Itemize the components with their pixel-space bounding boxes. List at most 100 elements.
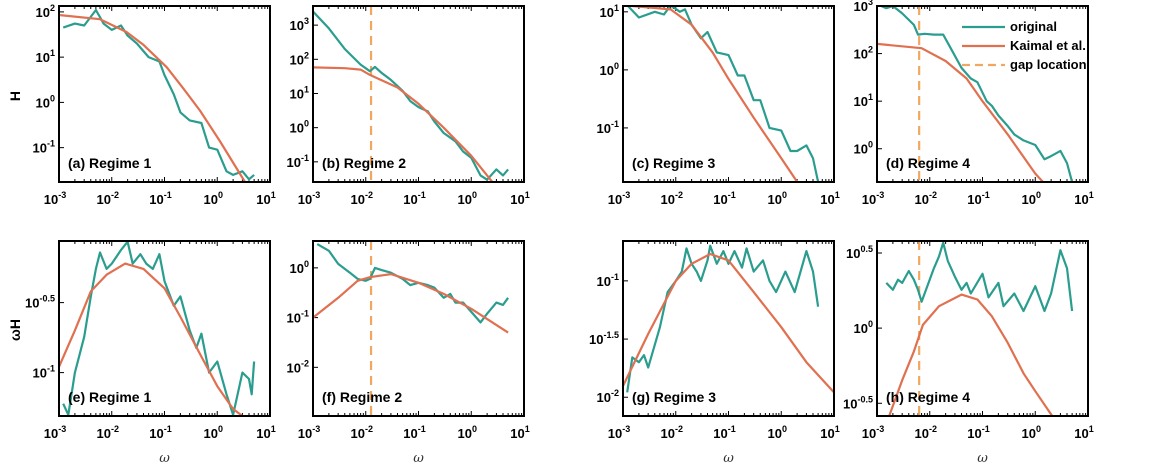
panel-h: 10-3 10-2 10-1 100 101 100.5 100 10-0.5 (h) Regi…: [843, 240, 1094, 466]
axes-frame: [622, 5, 835, 183]
y-tick-label: 101: [854, 92, 873, 109]
x-tick-label: 10-2: [915, 190, 937, 207]
panel-label: (g) Regime 3: [632, 389, 716, 405]
y-tick-label: 100: [36, 93, 55, 110]
panel-a: 10-3 10-2 10-1 100 101 102 101 100 10-1 (a) Regim…: [33, 3, 276, 207]
legend-label-gap: gap location: [1010, 57, 1087, 72]
x-tick-label: 10-2: [351, 424, 373, 441]
x-tick-label: 10-3: [608, 190, 630, 207]
x-tick-label: 100: [204, 190, 223, 207]
y-tick-label: 102: [290, 50, 309, 67]
x-tick-label: 10-2: [97, 190, 119, 207]
x-tick-label: 10-3: [44, 190, 66, 207]
axes-frame: [876, 5, 1089, 183]
x-axis-label: ω: [413, 451, 424, 466]
y-tick-label: 10-0.5: [25, 294, 55, 311]
panel-f: 10-3 10-2 10-1 100 101 100 10-1 10-2 (f) Regime …: [287, 240, 530, 466]
panel-label: (b) Regime 2: [322, 155, 406, 171]
y-tick-label: 101: [36, 48, 55, 65]
x-tick-label: 101: [820, 424, 839, 441]
panel-c: 10-3 10-2 10-1 100 101 101 100 10-1 (c) Regime 3: [597, 3, 840, 207]
axes-frame: [58, 240, 271, 417]
x-tick-label: 101: [256, 190, 275, 207]
y-tick-label: 10-0.5: [843, 394, 873, 411]
original-series-line: [62, 8, 255, 181]
x-tick-label: 10-2: [661, 190, 683, 207]
row2-ylabel: ωH: [7, 319, 23, 341]
legend-label-original: original: [1010, 19, 1057, 34]
y-tick-label: 10-1: [597, 119, 619, 136]
y-tick-label: 10-1.5: [589, 330, 619, 347]
kaimal-series-line: [313, 66, 494, 182]
x-tick-label: 100: [458, 424, 477, 441]
original-series-line: [62, 241, 256, 416]
original-series-line: [885, 241, 1074, 313]
y-tick-label: 10-1: [33, 364, 55, 381]
kaimal-series-line: [59, 262, 244, 416]
axes-frame: [312, 5, 525, 183]
original-series-line: [316, 243, 509, 324]
y-tick-label: 101: [600, 3, 619, 20]
panel-label: (d) Regime 4: [886, 155, 970, 171]
y-tick-label: 10-2: [287, 358, 309, 375]
kaimal-series-line: [313, 273, 509, 334]
kaimal-series-line: [623, 6, 799, 182]
x-tick-label: 10-1: [149, 424, 171, 441]
kaimal-series-line: [59, 14, 247, 182]
x-tick-label: 100: [768, 424, 787, 441]
y-tick-label: 100: [290, 119, 309, 136]
x-tick-label: 100: [1022, 190, 1041, 207]
x-tick-label: 10-2: [97, 424, 119, 441]
y-tick-label: 100: [290, 259, 309, 276]
y-tick-label: 100: [600, 61, 619, 78]
x-tick-label: 101: [256, 424, 275, 441]
y-tick-label: 102: [36, 3, 55, 20]
kaimal-series-line: [623, 252, 834, 394]
panel-label: (a) Regime 1: [68, 155, 151, 171]
panel-label: (e) Regime 1: [68, 389, 151, 405]
panel-label: (f) Regime 2: [322, 389, 402, 405]
x-tick-label: 10-1: [713, 190, 735, 207]
panel-b: 10-3 10-2 10-1 100 101 103 102 101 100 10-1 (b) Re…: [287, 5, 530, 207]
panel-d: 10-3 10-2 10-1 100 101 103 102 101 100 (d) Regime…: [854, 0, 1094, 207]
y-tick-label: 100: [854, 319, 873, 336]
row1-ylabel: H: [7, 91, 23, 101]
panel-label: (c) Regime 3: [632, 155, 715, 171]
y-tick-label: 103: [854, 0, 873, 14]
x-tick-label: 10-2: [661, 424, 683, 441]
x-tick-label: 10-1: [713, 424, 735, 441]
x-tick-label: 101: [1074, 424, 1093, 441]
x-tick-label: 100: [1022, 424, 1041, 441]
x-tick-label: 101: [820, 190, 839, 207]
panel-g: 10-3 10-2 10-1 100 101 10-1 10-1.5 10-2 (g) Regi…: [589, 240, 840, 466]
x-tick-label: 10-1: [403, 424, 425, 441]
y-tick-label: 100: [854, 140, 873, 157]
x-tick-label: 10-3: [298, 424, 320, 441]
x-tick-label: 10-1: [967, 424, 989, 441]
y-tick-label: 101: [290, 84, 309, 101]
y-tick-label: 10-2: [597, 388, 619, 405]
y-tick-label: 10-1: [597, 272, 619, 289]
legend: original Kaimal et al. gap location: [962, 19, 1087, 72]
y-tick-label: 102: [854, 45, 873, 62]
x-tick-label: 101: [1074, 190, 1093, 207]
x-tick-label: 10-3: [298, 190, 320, 207]
x-axis-label: ω: [977, 451, 988, 466]
x-tick-label: 100: [204, 424, 223, 441]
y-tick-label: 10-1: [287, 309, 309, 326]
kaimal-series-line: [877, 42, 1044, 182]
x-tick-label: 101: [510, 424, 529, 441]
panel-label: (h) Regime 4: [886, 389, 970, 405]
y-tick-label: 10-1: [33, 139, 55, 156]
x-tick-label: 10-3: [862, 424, 884, 441]
axes-frame: [876, 240, 1089, 417]
x-tick-label: 10-3: [44, 424, 66, 441]
x-tick-label: 10-1: [403, 190, 425, 207]
x-tick-label: 10-2: [915, 424, 937, 441]
axes-frame: [312, 240, 525, 417]
axes-frame: [622, 240, 835, 417]
x-tick-label: 101: [510, 190, 529, 207]
x-tick-label: 100: [458, 190, 477, 207]
panel-e: 10-3 10-2 10-1 100 101 10-0.5 10-1 (e) Regime 1…: [25, 240, 276, 466]
